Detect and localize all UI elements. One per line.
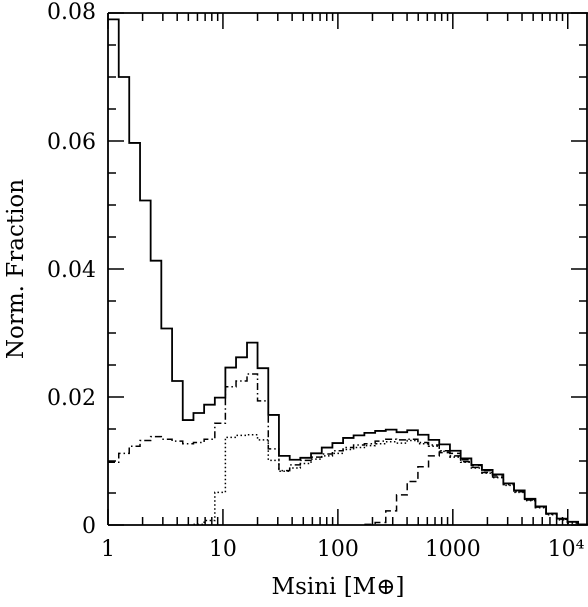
tick-marks	[107, 12, 587, 526]
series-dash-dot-line	[108, 373, 588, 526]
y-tick-label: 0.08	[47, 0, 96, 25]
series-dotted-line	[193, 434, 588, 526]
x-tick-label: 10	[209, 537, 237, 562]
x-axis-label: Msini [M⊕]	[272, 574, 405, 600]
y-axis-label: Norm. Fraction	[3, 179, 29, 359]
series-solid-line	[108, 18, 588, 526]
series-layer	[108, 18, 588, 526]
x-tick-label: 100	[317, 537, 359, 562]
x-tick-label: 1	[101, 537, 115, 562]
tick-labels: 1 10 100 1000 10⁴ 0 0.02 0.04 0.06 0.08	[47, 0, 585, 562]
x-tick-label: 10⁴	[548, 537, 585, 562]
y-tick-label: 0.04	[47, 258, 96, 283]
plot-frame	[107, 12, 588, 526]
y-tick-label: 0	[82, 514, 96, 539]
series-dashed-line	[364, 451, 588, 526]
y-tick-label: 0.02	[47, 386, 96, 411]
y-tick-label: 0.06	[47, 130, 96, 155]
x-tick-label: 1000	[425, 537, 481, 562]
